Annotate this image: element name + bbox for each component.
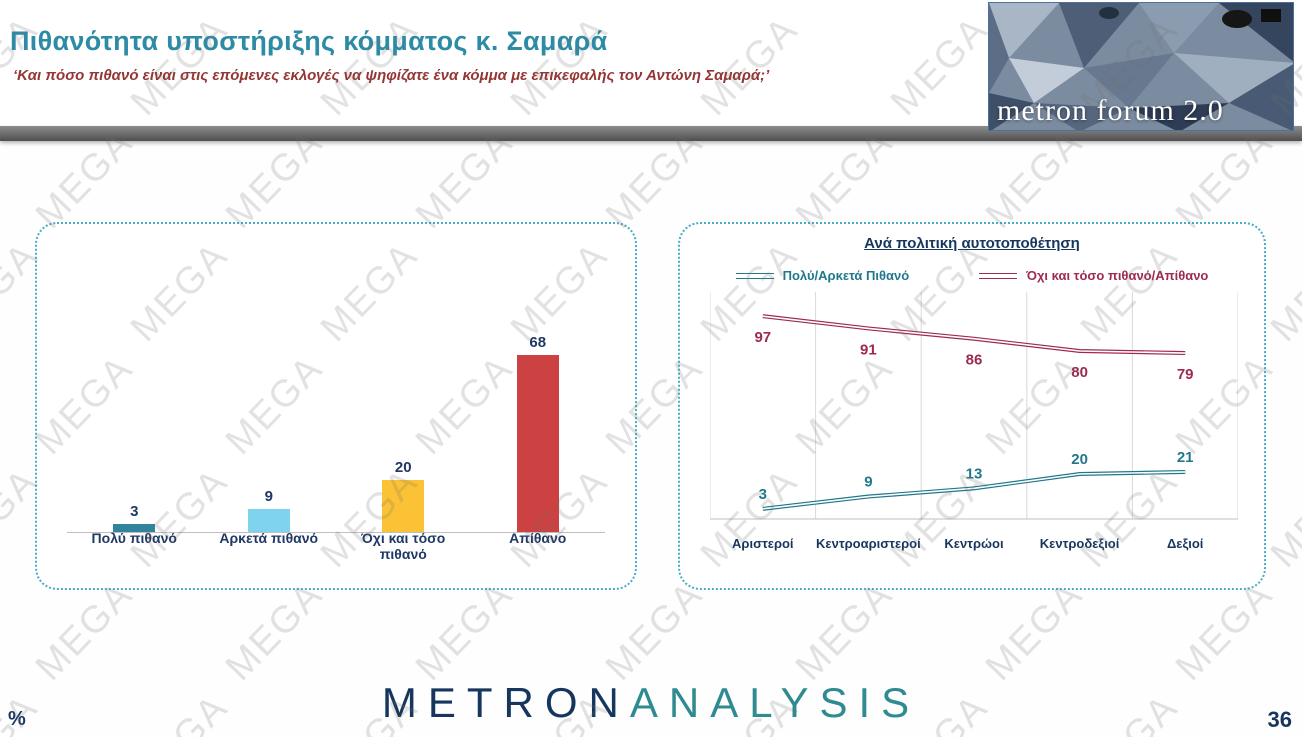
bar-chart-panel: 3 9 20 68 Πολύ πιθανό Αρκετά πιθανό Όχι και τ… [35, 222, 637, 590]
line-chart-x-axis: Αριστεροί Κεντροαριστεροί Κεντρώοι Κεντροδε… [710, 536, 1238, 551]
bar [113, 524, 156, 532]
bar-category-label: Αρκετά πιθανό [219, 530, 319, 546]
bar-column: 68 [471, 334, 606, 532]
data-point-label: 91 [860, 341, 877, 358]
data-point-label: 86 [966, 352, 983, 369]
metron-forum-logo: metron forum 2.0 [988, 2, 1294, 131]
bar [382, 480, 425, 532]
line-chart-plot: 3 9 13 20 21 97 91 86 80 79 [710, 292, 1238, 520]
data-point-label: 97 [754, 329, 771, 346]
bar-value-label: 3 [130, 503, 139, 521]
x-axis-label: Δεξιοί [1166, 536, 1204, 551]
bar-category-label: Πολύ πιθανό [91, 530, 177, 546]
brand-metron-text: METRON [381, 679, 630, 726]
line-chart-title: Ανά πολιτική αυτοτοποθέτηση [864, 235, 1080, 252]
x-axis-label: Κεντρώοι [944, 536, 1004, 551]
bar-category-label: Απίθανο [509, 530, 567, 546]
bar-chart-x-axis: Πολύ πιθανό Αρκετά πιθανό Όχι και τόσο πιθ… [67, 530, 605, 562]
mega-watermark: MEGA [787, 573, 902, 689]
bar-column: 9 [202, 488, 337, 532]
line-chart-panel: Ανά πολιτική αυτοτοποθέτηση Πολύ/Αρκετά … [678, 222, 1266, 590]
page-title: Πιθανότητα υποστήριξης κόμματος κ. Σαμαρ… [10, 26, 608, 56]
line-chart-legend: Πολύ/Αρκετά Πιθανό Όχι και τόσο πιθανό/Απ… [680, 268, 1264, 283]
legend-item: Πολύ/Αρκετά Πιθανό [735, 268, 910, 283]
bar-column: 3 [67, 503, 202, 532]
percent-unit-label: % [8, 708, 26, 730]
data-point-label: 21 [1177, 449, 1194, 466]
bar-value-label: 20 [394, 459, 412, 476]
data-point-label: 13 [966, 465, 983, 482]
mega-watermark: MEGA [27, 573, 142, 689]
bar-category-label: Όχι και τόσο πιθανό [361, 530, 446, 562]
data-point-label: 79 [1177, 366, 1194, 383]
mosaic-image [989, 3, 1293, 130]
x-axis-label: Αριστεροί [732, 536, 794, 551]
page-number: 36 [1267, 707, 1292, 732]
legend-line-swatch [979, 272, 1018, 279]
data-point-label: 3 [759, 486, 767, 503]
legend-line-swatch [735, 272, 774, 279]
data-point-label: 20 [1071, 451, 1088, 468]
bar-value-label: 68 [529, 334, 547, 352]
mega-watermark: MEGA [977, 573, 1092, 689]
x-axis-label: Κεντροαριστεροί [816, 536, 921, 551]
header-divider-bar [0, 126, 1302, 141]
data-point-label: 80 [1071, 364, 1088, 381]
x-axis-label: Κεντροδεξιοί [1039, 536, 1120, 551]
series-line [762, 314, 1186, 356]
bar-column: 20 [336, 459, 471, 532]
metron-analysis-logo: METRONANALYSIS [0, 679, 1302, 727]
bar [516, 355, 559, 532]
mega-watermark: MEGA [1167, 573, 1282, 689]
mega-watermark: MEGA [597, 573, 712, 689]
question-subtitle: ‘Και πόσο πιθανό είναι στις επόμενες εκλ… [13, 67, 770, 84]
mega-watermark: MEGA [1262, 234, 1302, 350]
series-line-highlight [762, 471, 1186, 510]
legend-item: Όχι και τόσο πιθανό/Απίθανο [979, 268, 1208, 283]
mega-watermark: MEGA [1262, 460, 1302, 576]
bar-value-label: 9 [264, 487, 273, 505]
series-line-highlight [762, 315, 1186, 354]
mega-watermark: MEGA [217, 573, 332, 689]
legend-label: Όχι και τόσο πιθανό/Απίθανο [1026, 268, 1209, 283]
brand-analysis-text: ANALYSIS [629, 679, 921, 726]
data-point-label: 9 [864, 474, 872, 491]
bar-chart-plot: 3 9 20 68 [67, 264, 605, 533]
mega-watermark: MEGA [407, 573, 522, 689]
legend-label: Πολύ/Αρκετά Πιθανό [782, 268, 910, 283]
metron-forum-logo-text: metron forum 2.0 [997, 94, 1224, 127]
bar [247, 508, 290, 532]
